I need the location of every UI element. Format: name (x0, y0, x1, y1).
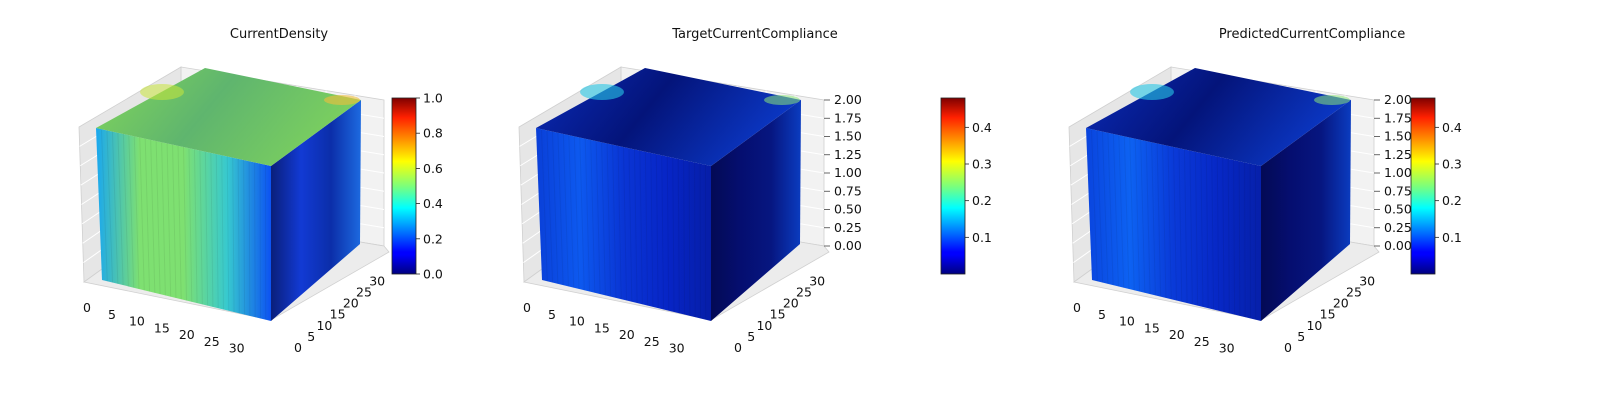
colorbar-3: 0.1 0.2 0.3 0.4 (1410, 97, 1462, 275)
colorbar-tick-label: 0.6 (423, 161, 443, 176)
colorbar-tick-label: 0.2 (972, 193, 992, 208)
y-tick-label: 0 (294, 340, 302, 355)
x-tick-label: 10 (1119, 314, 1135, 329)
x-axis: 0 5 10 15 20 25 30 (1073, 300, 1235, 356)
y-tick-label: 25 (796, 284, 812, 299)
x-tick-label: 25 (644, 334, 660, 349)
colorbar-1: 0.0 0.2 0.4 0.6 0.8 1.0 (391, 91, 443, 282)
x-tick-label: 20 (179, 327, 195, 342)
z-tick-label: 1.00 (1384, 165, 1412, 180)
x-axis: 0 5 10 15 20 25 30 (523, 300, 685, 356)
z-tick-label: 0.25 (834, 220, 862, 235)
colorbar-2: 0.1 0.2 0.3 0.4 (940, 97, 992, 275)
z-tick-label: 1.25 (834, 147, 862, 162)
y-tick-label: 30 (1359, 273, 1375, 288)
x-axis: 0 5 10 15 20 25 30 (83, 300, 245, 356)
x-tick-label: 5 (1098, 307, 1106, 322)
y-tick-label: 5 (307, 329, 315, 344)
y-tick-label: 0 (1284, 340, 1292, 355)
y-tick-label: 25 (1346, 284, 1362, 299)
z-tick-label: 2.00 (834, 92, 862, 107)
y-tick-label: 5 (747, 329, 755, 344)
y-tick-label: 0 (734, 340, 742, 355)
z-tick-label: 0.75 (834, 183, 862, 198)
subplot-title: PredictedCurrentCompliance (1219, 27, 1405, 42)
z-tick-label: 0.50 (834, 202, 862, 217)
x-tick-label: 15 (154, 320, 170, 335)
y-tick-label: 30 (369, 273, 385, 288)
z-tick-label: 1.25 (1384, 147, 1412, 162)
colorbar-tick-label: 0.4 (423, 196, 443, 211)
x-tick-label: 20 (1169, 327, 1185, 342)
z-tick-label: 0.75 (1384, 183, 1412, 198)
y-tick-label: 15 (330, 307, 346, 322)
z-axis: 0.00 0.25 0.50 0.75 1.00 1.25 1.50 1.75 2.00 (824, 92, 862, 253)
y-tick-label: 20 (783, 296, 799, 311)
y-tick-label: 10 (756, 318, 772, 333)
x-tick-label: 0 (83, 300, 91, 315)
y-tick-label: 20 (343, 296, 359, 311)
colorbar-tick-label: 1.0 (423, 91, 443, 106)
y-tick-label: 10 (1306, 318, 1322, 333)
z-tick-label: 1.50 (834, 129, 862, 144)
z-tick-label: 0.00 (834, 238, 862, 253)
z-tick-label: 0.00 (1384, 238, 1412, 253)
z-tick-label: 1.50 (1384, 129, 1412, 144)
x-tick-label: 30 (1219, 341, 1235, 356)
colorbar-tick-label: 0.1 (1442, 230, 1462, 245)
colorbar-tick-label: 0.3 (1442, 157, 1462, 172)
x-tick-label: 0 (1073, 300, 1081, 315)
colorbar-tick-label: 0.1 (972, 230, 992, 245)
y-tick-label: 15 (1320, 307, 1336, 322)
colorbar-tick-label: 0.4 (1442, 120, 1462, 135)
x-tick-label: 25 (204, 334, 220, 349)
subplot-title: TargetCurrentCompliance (671, 27, 838, 42)
y-tick-label: 30 (809, 273, 825, 288)
y-tick-label: 10 (316, 318, 332, 333)
y-tick-label: 20 (1333, 296, 1349, 311)
cube-surface (96, 68, 361, 321)
x-tick-label: 10 (129, 314, 145, 329)
colorbar-tick-label: 0.2 (1442, 193, 1462, 208)
z-tick-label: 0.50 (1384, 202, 1412, 217)
x-tick-label: 10 (569, 314, 585, 329)
subplot-title: CurrentDensity (230, 27, 329, 42)
y-tick-label: 25 (356, 284, 372, 299)
z-tick-label: 1.00 (834, 165, 862, 180)
z-tick-label: 2.00 (1384, 92, 1412, 107)
cube-surface (536, 68, 801, 321)
z-tick-label: 0.25 (1384, 220, 1412, 235)
y-tick-label: 5 (1297, 329, 1305, 344)
z-axis: 0.00 0.25 0.50 0.75 1.00 1.25 1.50 1.75 2.00 (1374, 92, 1412, 253)
z-tick-label: 1.75 (834, 110, 862, 125)
colorbar-tick-label: 0.2 (423, 231, 443, 246)
colorbar-tick-label: 0.8 (423, 126, 443, 141)
colorbar-tick-label: 0.0 (423, 267, 443, 282)
x-tick-label: 0 (523, 300, 531, 315)
x-tick-label: 5 (108, 307, 116, 322)
x-tick-label: 25 (1194, 334, 1210, 349)
x-tick-label: 20 (619, 327, 635, 342)
x-tick-label: 30 (229, 341, 245, 356)
cube-surface (1086, 68, 1351, 321)
y-tick-label: 15 (770, 307, 786, 322)
colorbar-tick-label: 0.4 (972, 120, 992, 135)
x-tick-label: 15 (1144, 320, 1160, 335)
x-tick-label: 5 (548, 307, 556, 322)
z-tick-label: 1.75 (1384, 110, 1412, 125)
x-tick-label: 15 (594, 320, 610, 335)
x-tick-label: 30 (669, 341, 685, 356)
colorbar-tick-label: 0.3 (972, 157, 992, 172)
